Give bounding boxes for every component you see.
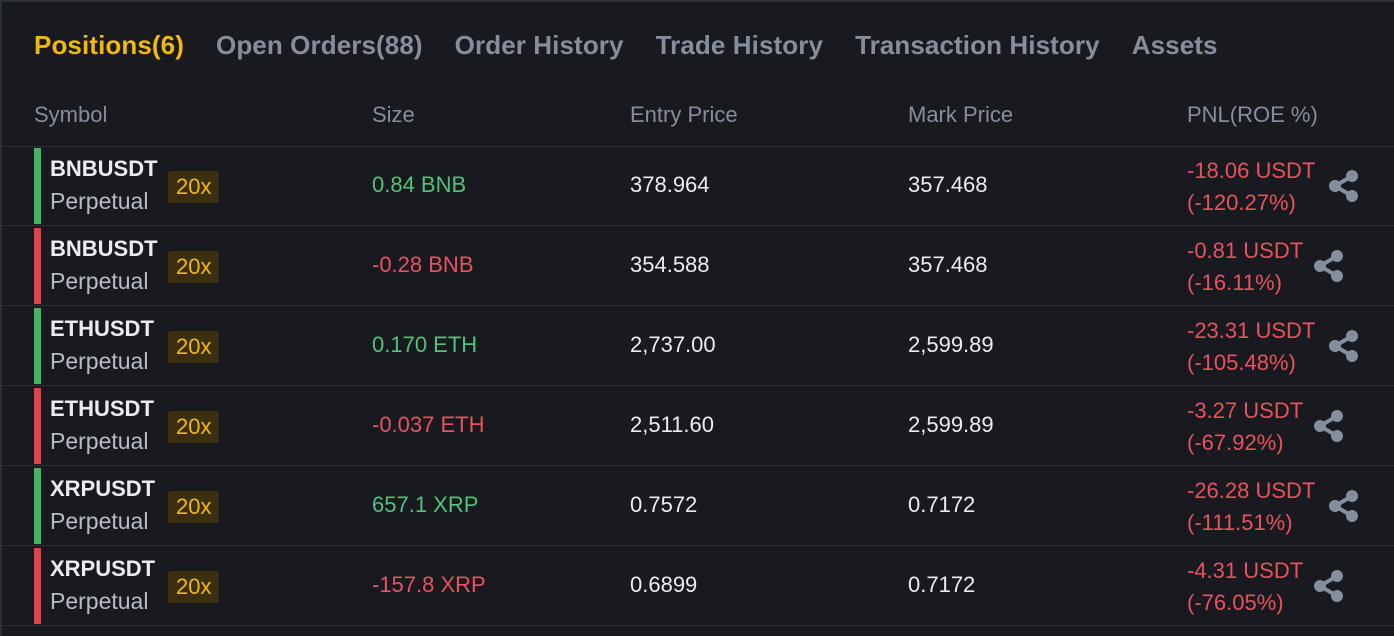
entry-price: 2,737.00 — [630, 332, 716, 357]
mark-price: 2,599.89 — [908, 412, 994, 437]
table-row[interactable]: XRPUSDT Perpetual 20x 657.1 XRP 0.7572 0.7172… — [2, 466, 1394, 546]
table-row[interactable]: ETHUSDT Perpetual 20x 0.170 ETH 2,737.00 2,59… — [2, 306, 1394, 386]
share-icon[interactable] — [1324, 166, 1364, 206]
pnl-value: -4.31 USDT (-76.05%) — [1187, 555, 1303, 619]
contract-type: Perpetual — [50, 588, 149, 614]
tab-assets[interactable]: Assets — [1131, 29, 1218, 60]
leverage-badge[interactable]: 20x — [168, 571, 220, 603]
mark-price: 0.7172 — [908, 572, 976, 597]
roe-percent: (-111.51%) — [1187, 510, 1293, 535]
mark-price: 0.7172 — [908, 492, 976, 517]
pnl-value: -3.27 USDT (-67.92%) — [1187, 395, 1303, 459]
position-size: 0.84 BNB — [372, 172, 467, 197]
pnl-usdt: -3.27 USDT — [1187, 398, 1304, 423]
tab-bar: Positions(6) Open Orders(88) Order Histo… — [34, 28, 1250, 62]
mark-price: 357.468 — [908, 252, 988, 277]
share-icon[interactable] — [1309, 566, 1349, 606]
table-header: Symbol Size Entry Price Mark Price PNL(R… — [2, 94, 1394, 147]
contract-type: Perpetual — [50, 348, 149, 374]
symbol-name[interactable]: ETHUSDT — [50, 396, 154, 421]
roe-percent: (-105.48%) — [1187, 350, 1296, 375]
entry-price: 2,511.60 — [630, 412, 715, 437]
position-size: -0.28 BNB — [372, 252, 474, 277]
pnl-usdt: -26.28 USDT — [1187, 478, 1316, 503]
entry-price: 0.6899 — [630, 572, 698, 597]
table-row[interactable]: ETHUSDT Perpetual 20x -0.037 ETH 2,511.60 2,5… — [2, 386, 1394, 466]
symbol-name[interactable]: BNBUSDT — [50, 236, 158, 261]
share-icon[interactable] — [1309, 406, 1349, 446]
tab-order-history[interactable]: Order History — [454, 29, 624, 60]
pnl-value: -26.28 USDT (-111.51%) — [1187, 475, 1315, 539]
tab-positions[interactable]: Positions(6) — [34, 29, 184, 60]
symbol-name[interactable]: ETHUSDT — [50, 316, 154, 341]
symbol-name[interactable]: XRPUSDT — [50, 556, 156, 581]
symbol-name[interactable]: XRPUSDT — [50, 476, 156, 501]
column-header-entry-price: Entry Price — [630, 102, 738, 127]
leverage-badge[interactable]: 20x — [168, 331, 220, 363]
column-header-pnl: PNL(ROE %) — [1187, 102, 1318, 127]
pnl-value: -0.81 USDT (-16.11%) — [1187, 235, 1303, 299]
contract-type: Perpetual — [50, 268, 149, 294]
side-indicator-short — [34, 228, 41, 304]
leverage-badge[interactable]: 20x — [168, 171, 220, 203]
roe-percent: (-120.27%) — [1187, 190, 1296, 215]
leverage-badge[interactable]: 20x — [168, 251, 220, 283]
side-indicator-long — [34, 468, 41, 544]
side-indicator-long — [34, 148, 41, 224]
pnl-value: -18.06 USDT (-120.27%) — [1187, 155, 1315, 219]
column-header-mark-price: Mark Price — [908, 102, 1014, 127]
contract-type: Perpetual — [50, 508, 149, 534]
mark-price: 357.468 — [908, 172, 988, 197]
side-indicator-short — [34, 388, 41, 464]
leverage-badge[interactable]: 20x — [168, 491, 220, 523]
contract-type: Perpetual — [50, 188, 149, 214]
column-header-symbol: Symbol — [34, 102, 108, 127]
pnl-usdt: -23.31 USDT — [1187, 318, 1316, 343]
position-size: -157.8 XRP — [372, 572, 486, 597]
position-size: 657.1 XRP — [372, 492, 479, 517]
pnl-value: -23.31 USDT (-105.48%) — [1187, 315, 1315, 379]
entry-price: 378.964 — [630, 172, 710, 197]
roe-percent: (-16.11%) — [1187, 270, 1282, 295]
roe-percent: (-67.92%) — [1187, 430, 1284, 455]
pnl-usdt: -0.81 USDT — [1187, 238, 1304, 263]
share-icon[interactable] — [1309, 246, 1349, 286]
share-icon[interactable] — [1324, 326, 1364, 366]
tab-transaction-history[interactable]: Transaction History — [855, 29, 1100, 60]
position-size: -0.037 ETH — [372, 412, 485, 437]
roe-percent: (-76.05%) — [1187, 590, 1284, 615]
entry-price: 0.7572 — [630, 492, 698, 517]
column-header-size: Size — [372, 102, 415, 127]
tab-open-orders[interactable]: Open Orders(88) — [216, 29, 423, 60]
pnl-usdt: -18.06 USDT — [1187, 158, 1316, 183]
pnl-usdt: -4.31 USDT — [1187, 558, 1304, 583]
leverage-badge[interactable]: 20x — [168, 411, 220, 443]
tab-trade-history[interactable]: Trade History — [655, 29, 824, 60]
share-icon[interactable] — [1324, 486, 1364, 526]
mark-price: 2,599.89 — [908, 332, 994, 357]
entry-price: 354.588 — [630, 252, 710, 277]
side-indicator-long — [34, 308, 41, 384]
side-indicator-short — [34, 548, 41, 624]
table-row[interactable]: XRPUSDT Perpetual 20x -157.8 XRP 0.6899 0.717… — [2, 546, 1394, 626]
contract-type: Perpetual — [50, 428, 149, 454]
table-row[interactable]: BNBUSDT Perpetual 20x -0.28 BNB 354.588 357.4… — [2, 226, 1394, 306]
table-row[interactable]: BNBUSDT Perpetual 20x 0.84 BNB 378.964 357.46… — [2, 146, 1394, 226]
position-size: 0.170 ETH — [372, 332, 478, 357]
symbol-name[interactable]: BNBUSDT — [50, 156, 158, 181]
